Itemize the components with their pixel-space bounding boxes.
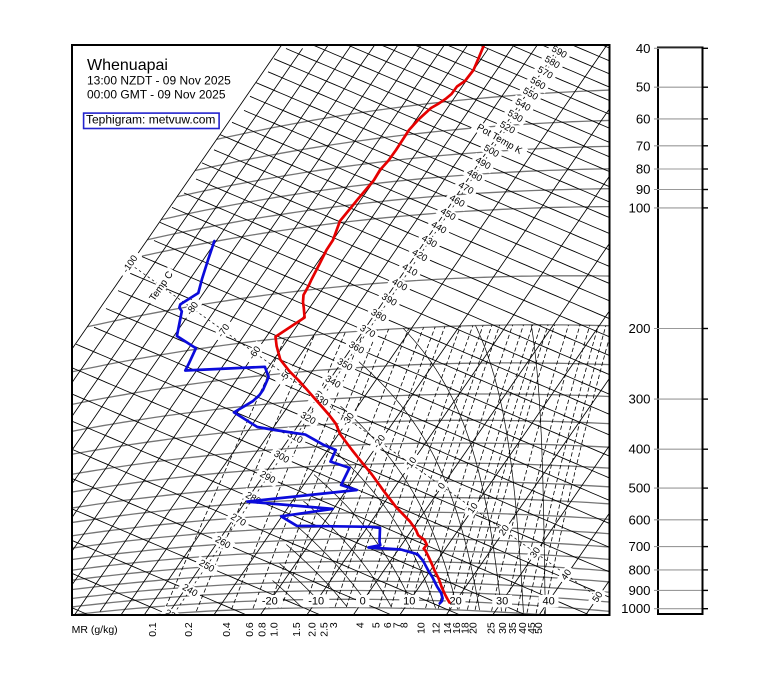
svg-text:13:00 NZDT - 09 Nov 2025: 13:00 NZDT - 09 Nov 2025 <box>87 74 231 88</box>
svg-text:7: 7 <box>392 622 403 628</box>
svg-text:8: 8 <box>400 622 411 628</box>
svg-text:20: 20 <box>497 523 512 538</box>
svg-text:-20: -20 <box>262 595 278 607</box>
svg-text:50: 50 <box>534 622 545 634</box>
svg-text:16: 16 <box>452 622 463 634</box>
svg-text:30: 30 <box>498 622 509 634</box>
svg-text:2.0: 2.0 <box>307 622 318 637</box>
svg-text:20: 20 <box>449 595 461 607</box>
svg-text:10: 10 <box>416 622 427 634</box>
svg-text:500: 500 <box>628 481 650 496</box>
svg-text:Tephigram: metvuw.com: Tephigram: metvuw.com <box>86 113 215 127</box>
svg-text:200: 200 <box>628 321 650 336</box>
svg-text:6: 6 <box>383 622 394 628</box>
svg-text:1000: 1000 <box>621 601 650 616</box>
svg-text:0.2: 0.2 <box>184 622 195 637</box>
svg-text:0: 0 <box>436 481 448 492</box>
svg-text:5: 5 <box>371 622 382 628</box>
svg-text:40: 40 <box>518 622 529 634</box>
svg-text:30: 30 <box>496 595 508 607</box>
svg-text:20: 20 <box>468 622 479 634</box>
svg-text:50: 50 <box>590 590 605 605</box>
svg-text:18: 18 <box>460 622 471 634</box>
svg-text:30: 30 <box>528 545 543 560</box>
svg-text:45: 45 <box>527 622 538 634</box>
svg-text:1.5: 1.5 <box>292 622 303 637</box>
svg-text:60: 60 <box>636 111 651 126</box>
svg-text:900: 900 <box>628 583 650 598</box>
svg-text:00:00 GMT - 09 Nov 2025: 00:00 GMT - 09 Nov 2025 <box>87 87 226 101</box>
svg-text:70: 70 <box>636 138 651 153</box>
svg-text:25: 25 <box>486 622 497 634</box>
svg-text:0.1: 0.1 <box>148 622 159 637</box>
svg-text:400: 400 <box>628 442 650 457</box>
svg-text:300: 300 <box>628 392 650 407</box>
svg-text:40: 40 <box>559 568 574 583</box>
svg-text:10: 10 <box>403 595 415 607</box>
svg-text:100: 100 <box>628 200 650 215</box>
svg-text:90: 90 <box>636 182 651 197</box>
svg-text:4: 4 <box>356 622 367 628</box>
svg-text:2.5: 2.5 <box>320 622 331 637</box>
svg-text:0.4: 0.4 <box>222 622 233 637</box>
svg-text:230: 230 <box>163 607 182 624</box>
svg-text:14: 14 <box>443 622 454 634</box>
svg-text:50: 50 <box>636 80 651 95</box>
svg-text:10: 10 <box>466 501 481 516</box>
svg-text:3: 3 <box>329 622 340 628</box>
svg-text:700: 700 <box>628 539 650 554</box>
svg-text:MR (g/kg): MR (g/kg) <box>72 624 118 636</box>
svg-text:12: 12 <box>431 622 442 634</box>
svg-text:40: 40 <box>542 595 554 607</box>
svg-text:0.6: 0.6 <box>245 622 256 637</box>
svg-text:Whenuapai: Whenuapai <box>87 57 168 74</box>
svg-text:0: 0 <box>360 595 366 607</box>
svg-text:80: 80 <box>636 162 651 177</box>
svg-text:1.0: 1.0 <box>269 622 280 637</box>
svg-text:35: 35 <box>508 622 519 634</box>
svg-text:600: 600 <box>628 512 650 527</box>
svg-text:40: 40 <box>636 41 651 56</box>
svg-text:800: 800 <box>628 562 650 577</box>
svg-text:-10: -10 <box>308 595 324 607</box>
svg-text:0.8: 0.8 <box>258 622 269 637</box>
